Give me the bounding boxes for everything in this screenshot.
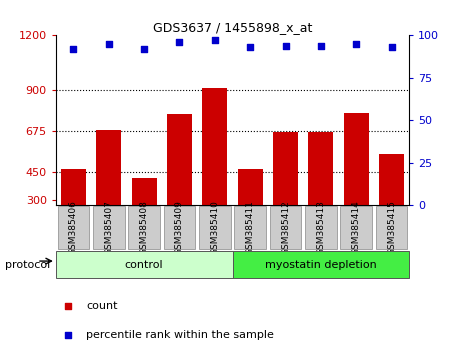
Point <box>105 41 113 47</box>
Bar <box>273 132 298 255</box>
Point <box>140 46 148 52</box>
Bar <box>238 169 263 255</box>
FancyBboxPatch shape <box>128 206 160 249</box>
Point <box>352 41 360 47</box>
Point <box>317 43 325 48</box>
Bar <box>308 132 333 255</box>
Bar <box>202 88 227 255</box>
Text: control: control <box>125 259 164 270</box>
Point <box>246 45 254 50</box>
Point <box>64 303 72 308</box>
Text: GSM385413: GSM385413 <box>316 200 326 255</box>
FancyBboxPatch shape <box>234 206 266 249</box>
Title: GDS3637 / 1455898_x_at: GDS3637 / 1455898_x_at <box>153 21 312 34</box>
Bar <box>61 169 86 255</box>
Text: GSM385411: GSM385411 <box>246 200 255 255</box>
FancyBboxPatch shape <box>93 206 125 249</box>
Bar <box>167 114 192 255</box>
Text: myostatin depletion: myostatin depletion <box>265 259 377 270</box>
Text: GSM385408: GSM385408 <box>140 200 149 255</box>
Text: GSM385409: GSM385409 <box>175 200 184 255</box>
Point <box>64 332 72 338</box>
Bar <box>379 154 404 255</box>
FancyBboxPatch shape <box>340 206 372 249</box>
Point <box>211 38 219 43</box>
Text: GSM385414: GSM385414 <box>352 200 361 255</box>
Text: GSM385410: GSM385410 <box>210 200 219 255</box>
FancyBboxPatch shape <box>199 206 231 249</box>
Bar <box>56 251 232 278</box>
FancyBboxPatch shape <box>305 206 337 249</box>
Bar <box>132 178 157 255</box>
Point <box>282 43 289 48</box>
Point <box>388 45 395 50</box>
FancyBboxPatch shape <box>270 206 301 249</box>
Point <box>176 39 183 45</box>
Text: count: count <box>86 301 118 310</box>
Text: percentile rank within the sample: percentile rank within the sample <box>86 330 274 340</box>
Text: GSM385407: GSM385407 <box>104 200 113 255</box>
FancyBboxPatch shape <box>164 206 195 249</box>
Bar <box>96 130 121 255</box>
Bar <box>344 113 369 255</box>
Text: protocol: protocol <box>5 260 50 270</box>
FancyBboxPatch shape <box>376 206 407 249</box>
Text: GSM385415: GSM385415 <box>387 200 396 255</box>
FancyBboxPatch shape <box>58 206 89 249</box>
Text: GSM385412: GSM385412 <box>281 200 290 255</box>
Text: GSM385406: GSM385406 <box>69 200 78 255</box>
Point <box>70 46 77 52</box>
Bar <box>232 251 409 278</box>
